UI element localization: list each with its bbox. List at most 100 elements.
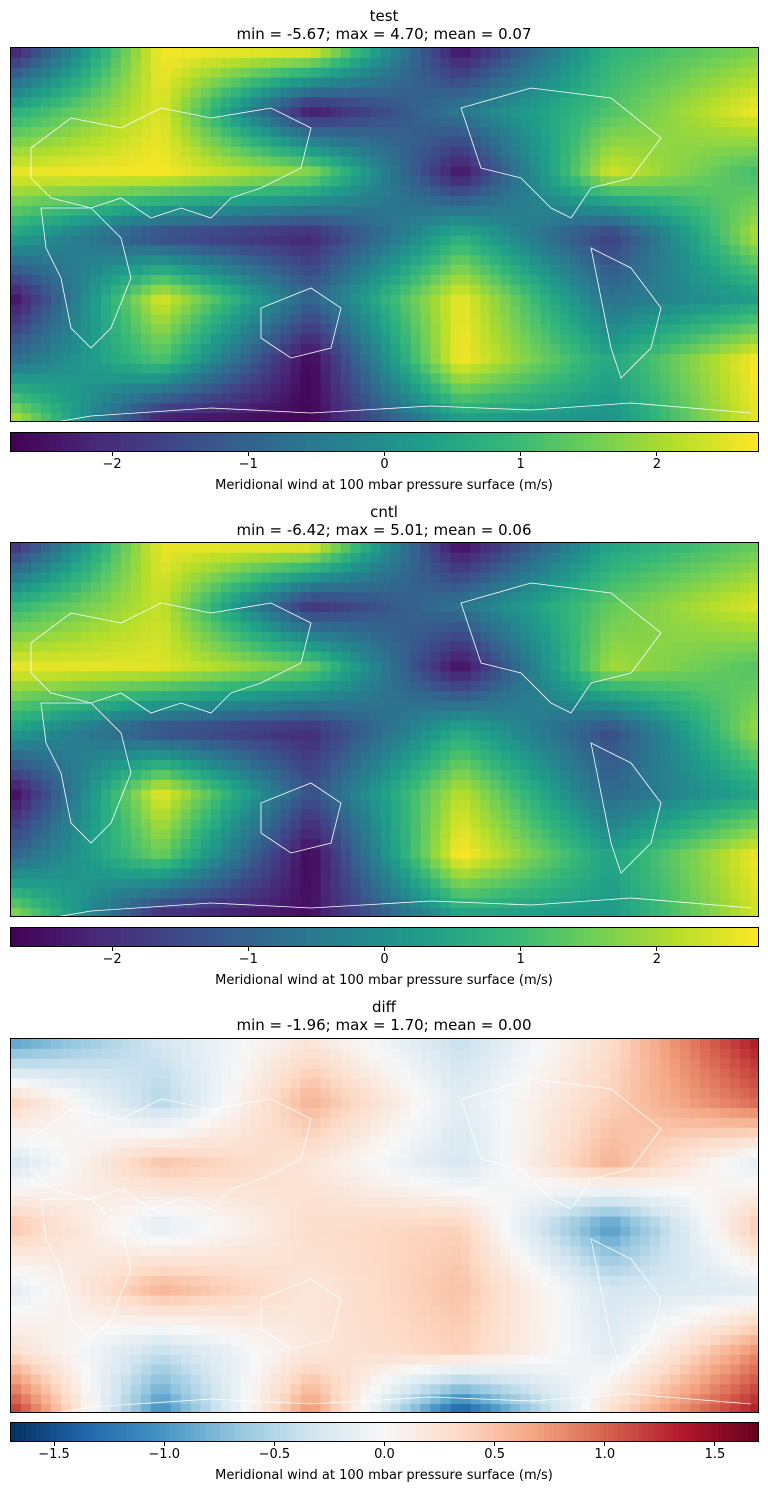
field-cell <box>590 621 601 633</box>
field-cell <box>40 156 52 168</box>
field-cell <box>70 373 82 385</box>
field-cell <box>340 572 352 584</box>
field-cell <box>730 710 741 722</box>
field-cell <box>20 205 32 217</box>
field-cell <box>680 403 691 414</box>
field-cell <box>320 117 332 128</box>
field-cell <box>640 186 651 197</box>
field-cell <box>140 740 152 751</box>
field-cell <box>50 710 62 722</box>
field-cell <box>340 582 352 593</box>
field-cell <box>290 552 302 564</box>
field-cell <box>180 413 192 421</box>
field-cell <box>500 324 511 335</box>
field-cell <box>180 612 192 623</box>
field-cell <box>670 641 681 653</box>
field-cell <box>70 304 82 316</box>
field-cell <box>460 284 471 296</box>
field-cell <box>650 720 661 732</box>
field-cell <box>410 126 422 138</box>
field-cell <box>610 373 621 385</box>
field-cell <box>630 572 641 584</box>
field-cell <box>400 769 412 781</box>
field-cell <box>340 117 352 128</box>
field-cell <box>400 641 412 653</box>
field-cell <box>690 265 701 276</box>
field-cell <box>40 602 52 613</box>
field-cell <box>280 166 292 177</box>
field-cell <box>520 592 531 603</box>
field-cell <box>520 641 531 653</box>
field-cell <box>710 582 721 593</box>
field-cell <box>480 324 491 335</box>
field-cell <box>510 661 521 672</box>
field-cell <box>530 48 541 59</box>
field-cell <box>420 592 432 603</box>
field-cell <box>60 403 72 414</box>
field-cell <box>60 245 72 256</box>
field-cell <box>710 304 721 316</box>
field-cell <box>100 314 112 325</box>
field-cell <box>150 789 162 801</box>
field-cell <box>610 117 621 128</box>
field-cell <box>40 57 52 69</box>
field-cell <box>130 87 142 98</box>
field-cell <box>280 294 292 306</box>
field-cell <box>20 87 32 98</box>
field-cell <box>230 413 242 421</box>
field-cell <box>230 543 242 554</box>
field-cell <box>220 156 232 168</box>
field-cell <box>400 117 412 128</box>
field-cell <box>620 117 631 128</box>
field-cell <box>130 373 142 385</box>
field-cell <box>500 373 511 385</box>
panel-1-colorbar-label: Meridional wind at 100 mbar pressure sur… <box>215 478 553 493</box>
field-cell <box>690 304 701 316</box>
field-cell <box>190 602 202 613</box>
field-cell <box>280 700 292 712</box>
field-cell <box>580 314 591 325</box>
field-cell <box>320 294 332 306</box>
field-cell <box>480 117 491 128</box>
field-cell <box>560 146 571 158</box>
field-cell <box>390 265 402 276</box>
field-cell <box>330 582 342 593</box>
field-cell <box>210 720 222 732</box>
field-cell <box>490 710 501 722</box>
field-cell <box>730 641 741 653</box>
colorbar-segment <box>210 433 216 451</box>
field-cell <box>210 353 222 365</box>
field-cell <box>510 166 521 177</box>
field-cell <box>480 87 491 98</box>
field-cell <box>340 710 352 722</box>
field-cell <box>480 136 491 148</box>
field-cell <box>290 710 302 722</box>
field-cell <box>110 77 122 89</box>
field-cell <box>650 631 661 643</box>
field-cell <box>170 799 182 811</box>
field-cell <box>500 205 511 217</box>
field-cell <box>240 769 252 781</box>
field-cell <box>430 126 442 138</box>
field-cell <box>520 403 531 414</box>
field-cell <box>260 117 272 128</box>
field-cell <box>150 304 162 316</box>
field-cell <box>20 196 32 207</box>
field-cell <box>330 671 342 682</box>
field-cell <box>100 641 112 653</box>
field-cell <box>310 661 322 672</box>
field-cell <box>350 631 362 643</box>
field-cell <box>660 57 671 69</box>
field-cell <box>420 97 432 108</box>
field-cell <box>170 166 182 177</box>
field-cell <box>510 543 521 554</box>
colorbar-segment <box>733 433 739 451</box>
field-cell <box>610 393 621 404</box>
field-cell <box>80 602 92 613</box>
field-cell <box>500 245 511 256</box>
field-cell <box>220 393 232 404</box>
field-cell <box>570 651 581 663</box>
field-cell <box>750 274 758 286</box>
field-cell <box>370 592 382 603</box>
field-cell <box>70 740 82 751</box>
